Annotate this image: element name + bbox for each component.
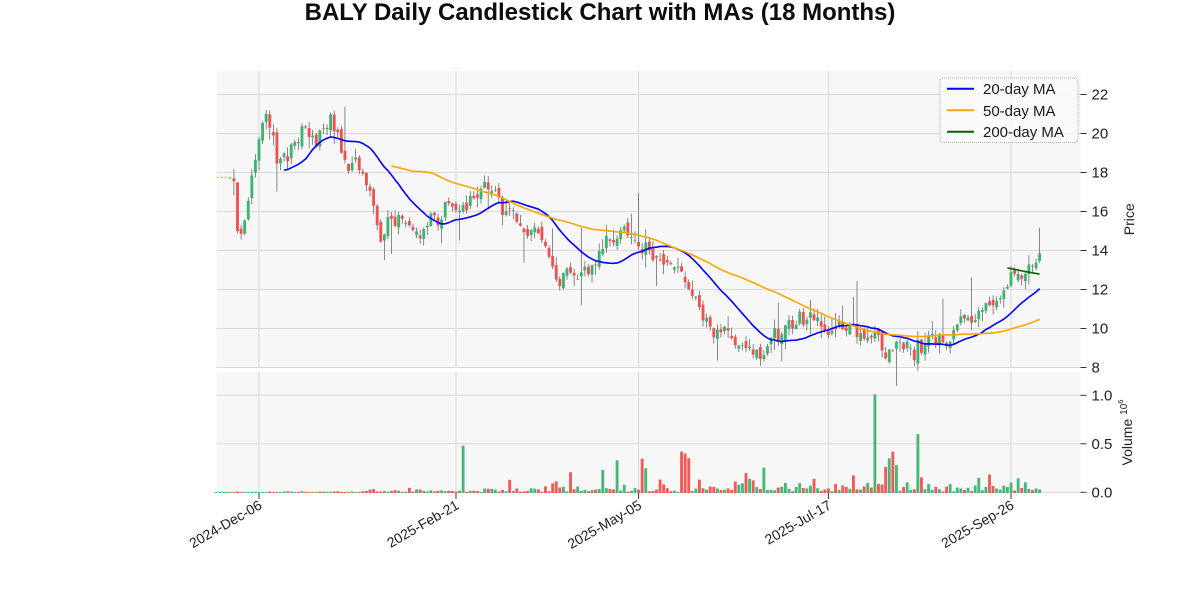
svg-text:8: 8 <box>1092 360 1100 377</box>
svg-text:2024-Dec-06: 2024-Dec-06 <box>186 497 264 551</box>
svg-text:Volume 106: Volume 106 <box>1116 400 1135 466</box>
svg-text:0.5: 0.5 <box>1092 436 1113 453</box>
svg-text:20: 20 <box>1092 126 1109 143</box>
svg-text:2025-May-05: 2025-May-05 <box>565 497 645 552</box>
svg-text:16: 16 <box>1092 204 1109 221</box>
svg-text:1.0: 1.0 <box>1092 387 1113 404</box>
svg-text:10: 10 <box>1092 321 1109 338</box>
svg-text:200-day MA: 200-day MA <box>983 124 1064 141</box>
svg-text:50-day MA: 50-day MA <box>983 103 1056 120</box>
svg-text:22: 22 <box>1092 87 1109 104</box>
svg-text:14: 14 <box>1092 243 1109 260</box>
svg-text:12: 12 <box>1092 282 1109 299</box>
svg-text:2025-Sep-26: 2025-Sep-26 <box>938 497 1016 551</box>
svg-text:2025-Feb-21: 2025-Feb-21 <box>384 497 462 551</box>
svg-text:2025-Jul-17: 2025-Jul-17 <box>762 497 834 548</box>
svg-text:0.0: 0.0 <box>1092 484 1113 501</box>
svg-text:18: 18 <box>1092 165 1109 182</box>
svg-text:Price: Price <box>1121 203 1137 235</box>
svg-text:20-day MA: 20-day MA <box>983 81 1056 98</box>
